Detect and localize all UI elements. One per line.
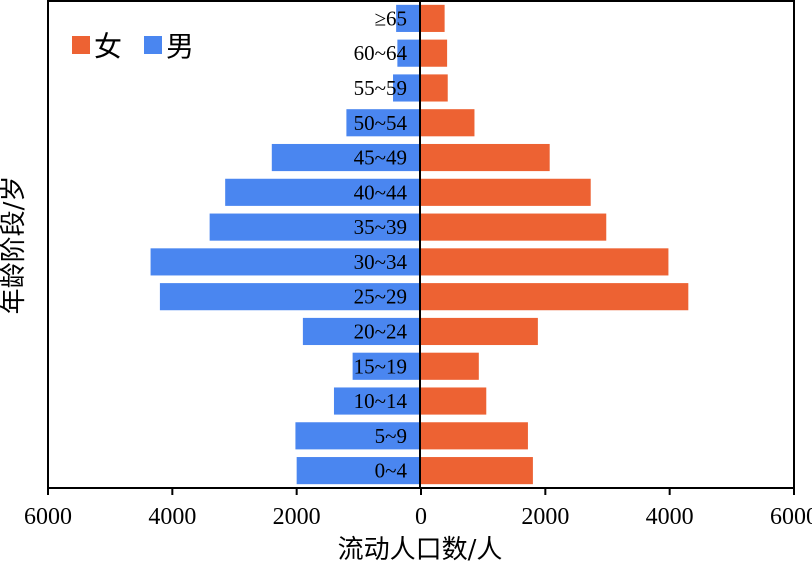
female-bar-13 (421, 4, 445, 32)
male-bar-10 (346, 109, 421, 137)
female-bar-5 (421, 283, 689, 311)
x-tick-label-6: 6000 (770, 504, 812, 530)
male-bar-13 (396, 4, 421, 32)
x-axis-ticks: 6000 4000 2000 0 2000 4000 6000 (24, 488, 812, 530)
male-bar-7 (209, 213, 421, 241)
x-tick-label-2: 2000 (273, 504, 321, 530)
male-bars (150, 4, 421, 485)
female-bar-3 (421, 352, 479, 380)
male-bar-1 (295, 422, 421, 450)
category-label-10: 50~54 (354, 111, 408, 135)
legend-label-0: 女 (94, 30, 122, 63)
category-label-0: 0~4 (375, 459, 408, 483)
female-bar-8 (421, 178, 591, 206)
male-bar-4 (302, 317, 421, 346)
category-label-9: 45~49 (354, 146, 407, 170)
female-bar-7 (421, 213, 607, 241)
category-labels: 0~4 5~9 10~14 15~19 20~24 25~29 30~34 35~39 40~4… (354, 6, 408, 482)
x-tick-label-3: 0 (415, 504, 427, 530)
male-bar-8 (225, 178, 421, 206)
female-bar-0 (421, 457, 533, 485)
x-axis-title: 流动人口数/人 (338, 535, 503, 565)
category-label-2: 10~14 (354, 389, 408, 413)
male-bar-2 (333, 387, 421, 415)
legend-label-1: 男 (166, 30, 194, 63)
female-bar-11 (421, 74, 448, 102)
y-axis-title: 年龄阶段/岁 (0, 176, 29, 315)
category-label-11: 55~59 (354, 76, 407, 100)
x-tick-label-0: 6000 (24, 504, 72, 530)
female-bar-1 (421, 422, 528, 450)
male-bar-0 (296, 457, 421, 485)
category-label-4: 20~24 (354, 319, 408, 343)
male-bar-5 (159, 283, 421, 311)
female-bar-10 (421, 109, 475, 137)
female-bar-12 (421, 39, 448, 67)
x-tick-label-5: 4000 (646, 504, 694, 530)
male-bar-12 (397, 39, 421, 67)
category-label-5: 25~29 (354, 285, 407, 309)
female-bar-4 (421, 317, 538, 346)
male-bar-11 (393, 74, 421, 102)
category-label-12: 60~64 (354, 41, 408, 65)
male-bar-6 (150, 248, 421, 276)
female-bar-9 (421, 143, 550, 172)
female-bars (421, 4, 689, 485)
category-label-3: 15~19 (354, 354, 407, 378)
legend-swatch-1 (144, 36, 162, 54)
legend: 女男 (72, 30, 194, 63)
category-label-1: 5~9 (375, 424, 407, 448)
category-label-8: 40~44 (354, 180, 408, 204)
female-bar-2 (421, 387, 487, 415)
female-bar-6 (421, 248, 669, 276)
category-label-6: 30~34 (354, 250, 408, 274)
male-bar-3 (352, 352, 421, 380)
category-label-13: ≥65 (374, 6, 407, 30)
category-label-7: 35~39 (354, 215, 407, 239)
male-bar-9 (271, 143, 421, 172)
x-tick-label-1: 4000 (148, 504, 196, 530)
legend-swatch-0 (72, 36, 90, 54)
x-tick-label-4: 2000 (521, 504, 569, 530)
